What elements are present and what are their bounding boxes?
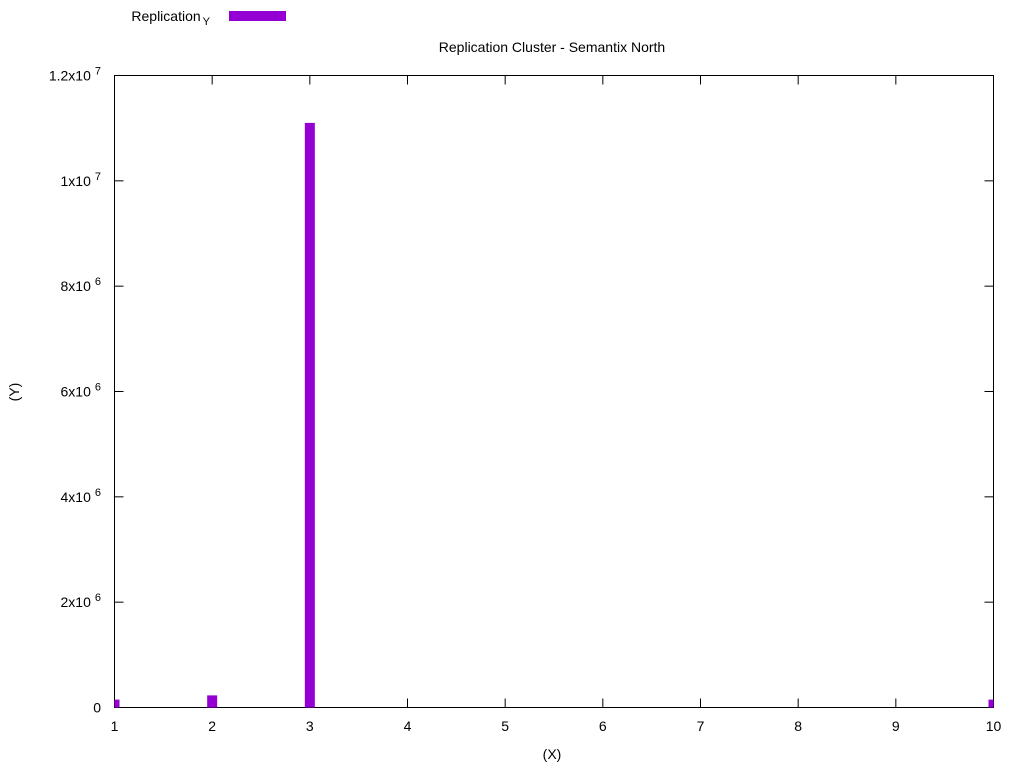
y-tick-label: 2x10 6 xyxy=(61,592,101,610)
y-tick-label: 0 xyxy=(93,700,101,716)
legend-series-name: Replication xyxy=(131,8,200,24)
y-tick-mantissa: 2x10 xyxy=(61,594,92,610)
y-tick-mantissa: 1x10 xyxy=(61,173,92,189)
plot-border xyxy=(114,75,994,708)
legend-label: Replication Y xyxy=(131,8,210,28)
bars xyxy=(114,122,994,708)
y-tick-exponent: 6 xyxy=(95,382,101,394)
x-tick-label: 3 xyxy=(306,718,314,734)
x-axis-label: (X) xyxy=(543,746,562,762)
y-axis-label: (Y) xyxy=(6,383,22,402)
y-tick-mantissa: 4x10 xyxy=(61,489,92,505)
bar xyxy=(304,122,315,708)
chart-title: Replication Cluster - Semantix North xyxy=(439,39,665,55)
x-tick-label: 8 xyxy=(794,718,802,734)
x-tick-label: 4 xyxy=(404,718,412,734)
y-tick-mantissa: 6x10 xyxy=(61,384,92,400)
bar xyxy=(207,695,218,708)
x-tick-label: 1 xyxy=(111,718,119,734)
x-ticks: 1 2 3 4 5 6 7 8 9 10 xyxy=(111,75,1002,734)
y-tick-exponent: 7 xyxy=(95,171,101,183)
y-tick-exponent: 6 xyxy=(95,487,101,499)
y-tick-exponent: 6 xyxy=(95,276,101,288)
y-tick-label: 6x10 6 xyxy=(61,382,101,400)
y-tick-exponent: 7 xyxy=(95,66,101,78)
x-tick-label: 10 xyxy=(986,718,1002,734)
y-tick-mantissa: 1.2x10 xyxy=(49,68,91,84)
y-tick-exponent: 6 xyxy=(95,592,101,604)
y-tick-label: 1.2x10 7 xyxy=(49,66,101,84)
bar xyxy=(988,699,994,708)
legend-series-subscript: Y xyxy=(203,16,211,28)
y-tick-label: 8x10 6 xyxy=(61,276,101,294)
x-tick-label: 9 xyxy=(892,718,900,734)
legend: Replication Y xyxy=(131,8,286,28)
legend-swatch xyxy=(229,11,286,21)
y-tick-label: 4x10 6 xyxy=(61,487,101,505)
y-tick-label: 1x10 7 xyxy=(61,171,101,189)
x-tick-label: 7 xyxy=(697,718,705,734)
x-tick-label: 5 xyxy=(501,718,509,734)
y-tick-mantissa: 8x10 xyxy=(61,278,92,294)
x-tick-label: 6 xyxy=(599,718,607,734)
x-tick-label: 2 xyxy=(208,718,216,734)
bar xyxy=(114,699,120,708)
